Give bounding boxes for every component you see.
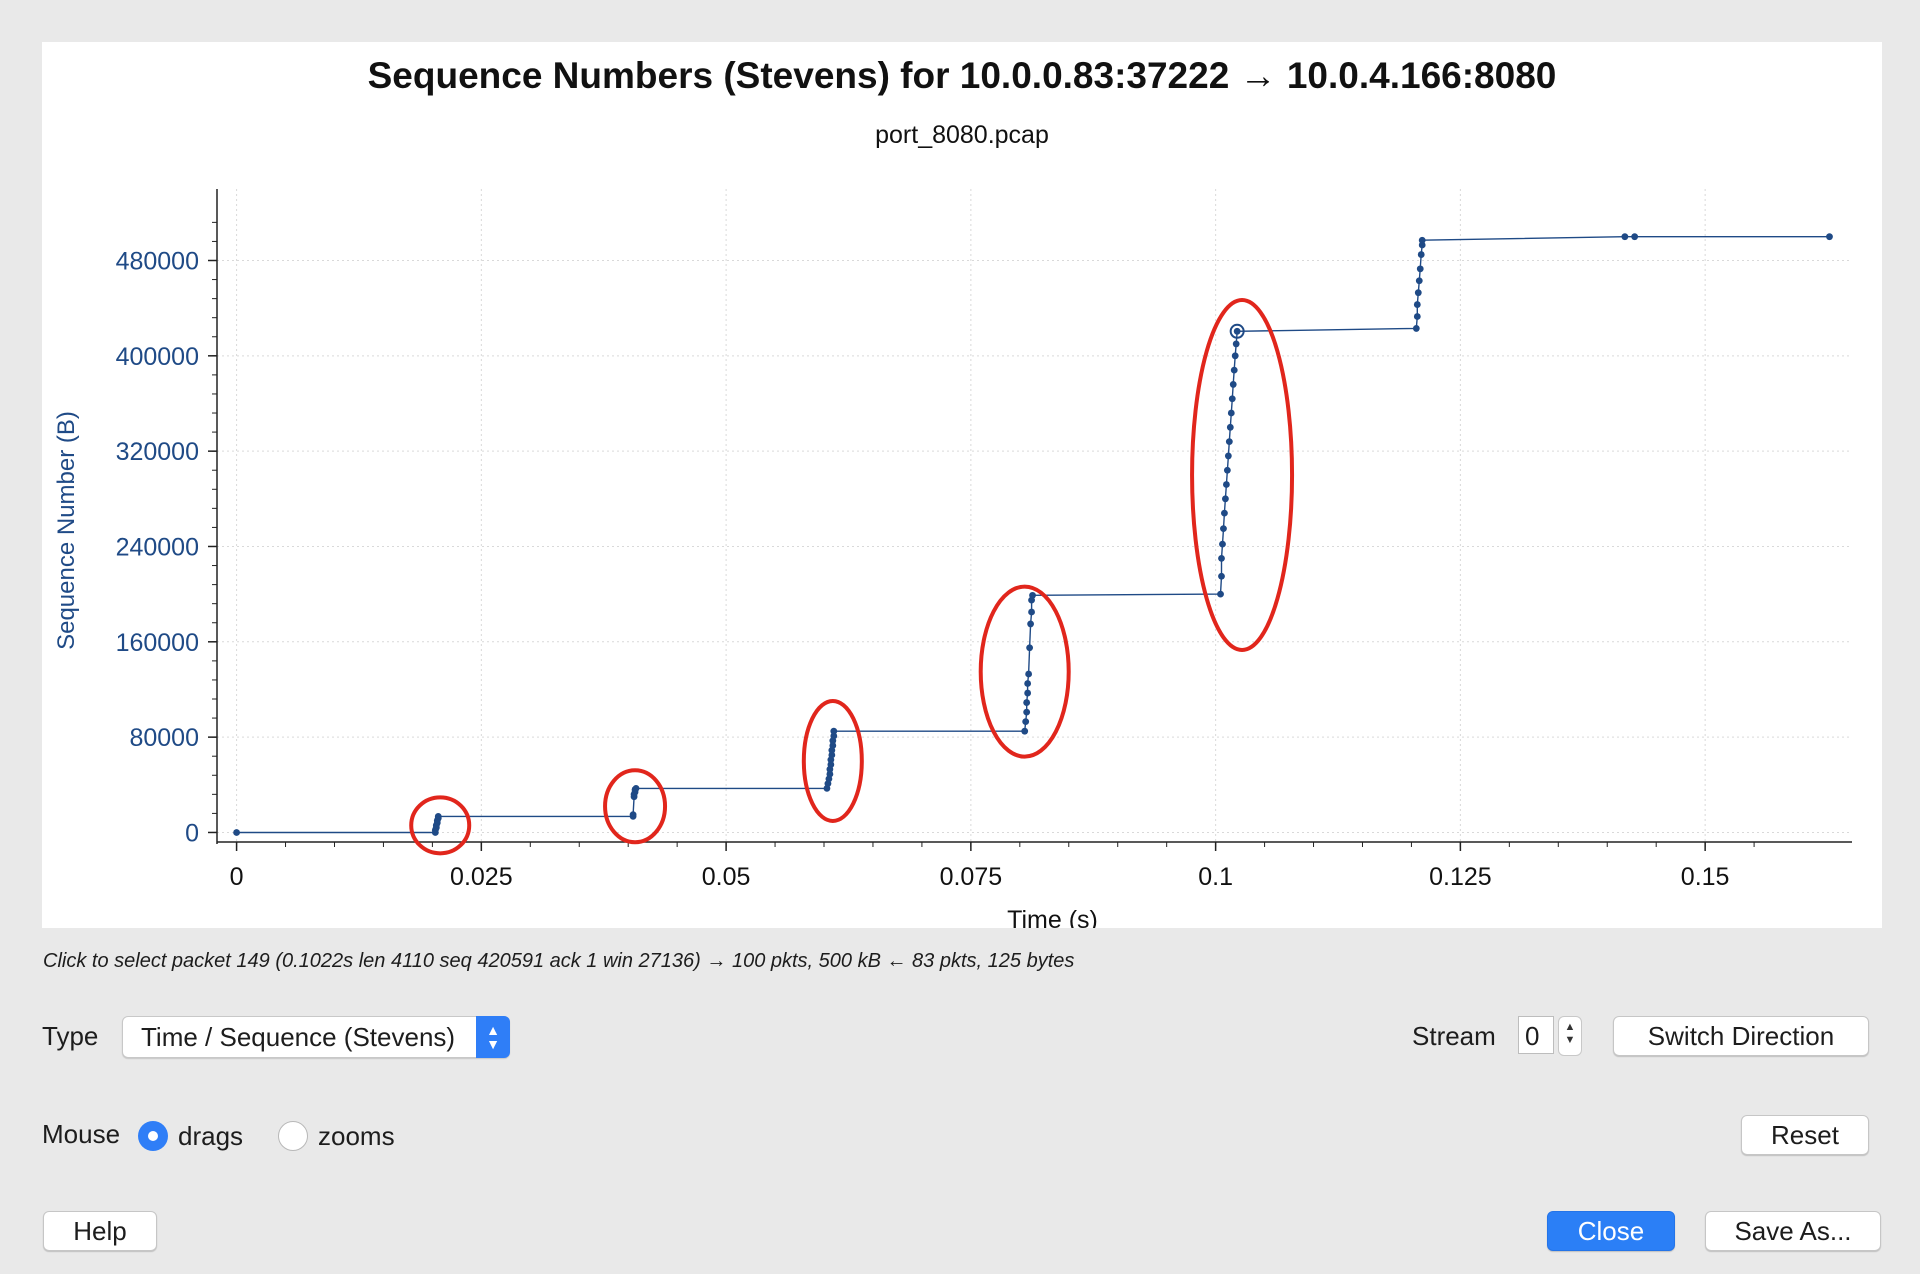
data-point	[1222, 481, 1230, 488]
data-point	[1417, 251, 1425, 258]
data-point	[629, 811, 637, 818]
data-point	[1029, 591, 1036, 599]
type-select-value: Time / Sequence (Stevens)	[141, 1022, 456, 1052]
data-point	[830, 727, 838, 735]
data-point	[1418, 241, 1426, 249]
y-axis-label: Sequence Number (B)	[53, 411, 80, 650]
x-tick-label: 0.025	[450, 863, 513, 891]
select-arrows-icon: ▲ ▼	[476, 1016, 510, 1058]
data-point	[1025, 670, 1033, 678]
data-point	[1229, 381, 1237, 388]
plot-panel[interactable]: Sequence Numbers (Stevens) for 10.0.0.83…	[42, 42, 1882, 928]
data-point	[434, 812, 442, 820]
data-point	[1223, 466, 1231, 474]
stream-stepper[interactable]: ▲ ▼	[1558, 1016, 1582, 1056]
y-tick-label: 80000	[129, 724, 199, 752]
data-point	[1022, 718, 1030, 726]
selected-point-marker	[1229, 323, 1245, 339]
stream-input[interactable]: 0	[1518, 1016, 1554, 1054]
status-text: Click to select packet 149 (0.1022s len …	[43, 950, 1075, 972]
data-point	[1230, 366, 1238, 374]
x-axis-label: Time (s)	[1007, 906, 1098, 928]
y-tick-label: 160000	[116, 629, 199, 657]
y-tick-label: 400000	[116, 343, 199, 371]
x-tick-label: 0.125	[1429, 863, 1492, 891]
data-point	[1024, 689, 1032, 697]
data-point	[1218, 572, 1225, 580]
data-point	[1414, 289, 1422, 297]
data-point	[1225, 438, 1233, 446]
close-button[interactable]: Close	[1547, 1211, 1675, 1251]
chart-subtitle: port_8080.pcap	[875, 121, 1049, 149]
mouse-zooms-label[interactable]: zooms	[318, 1121, 395, 1151]
data-point	[1026, 644, 1034, 652]
data-point	[632, 784, 640, 792]
save-as-button[interactable]: Save As...	[1705, 1211, 1881, 1251]
sequence-chart[interactable]: Sequence Numbers (Stevens) for 10.0.0.83…	[42, 42, 1882, 928]
y-tick-label: 320000	[116, 438, 199, 466]
data-point	[1826, 233, 1833, 241]
switch-direction-button[interactable]: Switch Direction	[1613, 1016, 1869, 1056]
data-point	[1233, 327, 1241, 335]
stream-value: 0	[1525, 1021, 1540, 1051]
data-point	[1217, 590, 1224, 598]
data-point	[1224, 452, 1232, 460]
annotation-ellipse	[409, 795, 472, 856]
data-point	[1021, 727, 1029, 735]
data-point	[1218, 554, 1225, 562]
y-tick-label: 480000	[116, 247, 199, 275]
data-point	[1028, 608, 1035, 616]
x-tick-label: 0.15	[1681, 863, 1730, 891]
mouse-zooms-radio[interactable]	[278, 1121, 308, 1151]
annotation-ellipse	[801, 698, 864, 823]
data-point	[826, 770, 834, 778]
reset-button[interactable]: Reset	[1741, 1115, 1869, 1155]
x-tick-label: 0	[230, 863, 244, 891]
data-point	[1222, 495, 1229, 503]
annotation-ellipse	[1190, 297, 1295, 652]
type-select[interactable]: Time / Sequence (Stevens) ▲ ▼	[122, 1016, 510, 1058]
y-tick-label: 0	[185, 819, 199, 847]
data-point	[828, 751, 836, 759]
annotation-ellipse	[978, 584, 1071, 759]
help-button[interactable]: Help	[43, 1211, 157, 1251]
x-tick-label: 0.075	[940, 863, 1003, 891]
mouse-label: Mouse	[42, 1119, 121, 1149]
data-point	[1023, 708, 1031, 716]
data-point	[1228, 395, 1236, 403]
chart-layer: 0 0.025 0.05 0.075 0.1 0.125 0.15 0 80000 160000 2…	[53, 189, 1852, 928]
data-point	[827, 761, 835, 768]
data-point	[1219, 540, 1226, 548]
mouse-drags-label[interactable]: drags	[178, 1121, 244, 1151]
data-point	[1418, 236, 1426, 244]
data-point	[1220, 525, 1227, 533]
annotation-ellipse	[603, 768, 668, 845]
data-point	[1232, 340, 1240, 348]
data-point	[1413, 301, 1421, 308]
mouse-drags-radio[interactable]	[138, 1121, 168, 1151]
data-point	[1023, 699, 1031, 706]
chart-title: Sequence Numbers (Stevens) for 10.0.0.83…	[368, 55, 1557, 96]
type-label: Type	[42, 1021, 99, 1051]
data-point	[1631, 233, 1639, 241]
data-point	[1416, 265, 1424, 273]
data-point	[1413, 313, 1421, 320]
y-tick-label: 240000	[116, 533, 199, 561]
data-point	[830, 732, 838, 740]
data-point	[1027, 620, 1034, 628]
x-tick-label: 0.05	[702, 863, 751, 891]
data-point	[1226, 423, 1234, 431]
x-tick-label: 0.1	[1198, 863, 1233, 891]
data-point	[1412, 325, 1420, 332]
data-point	[233, 829, 240, 836]
data-point	[1221, 509, 1228, 517]
data-point	[1227, 409, 1235, 417]
data-point	[1415, 277, 1423, 285]
data-point	[1621, 233, 1629, 241]
data-point	[1024, 680, 1032, 687]
data-point	[829, 742, 837, 749]
data-point	[1231, 352, 1239, 360]
stream-label: Stream	[1412, 1021, 1496, 1051]
series-line	[236, 236, 1830, 834]
